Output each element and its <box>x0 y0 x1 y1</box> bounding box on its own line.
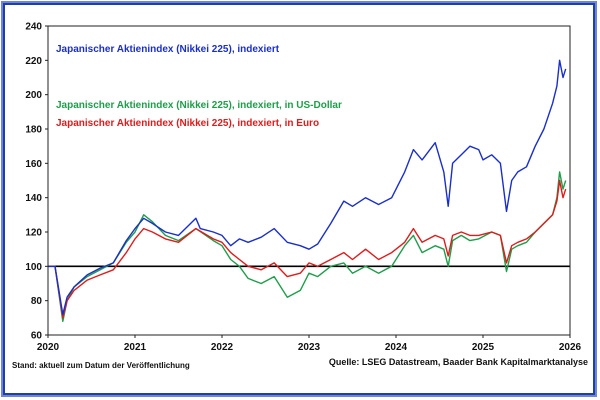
legend-entry-1: Japanischer Aktienindex (Nikkei 225), in… <box>56 100 342 111</box>
y-tick-label: 180 <box>25 125 42 136</box>
x-tick-label: 2024 <box>385 342 408 353</box>
footer-stand: Stand: aktuell zum Datum der Veröffentli… <box>12 361 190 370</box>
series-line-1 <box>48 171 567 322</box>
legend-layer: Japanischer Aktienindex (Nikkei 225), in… <box>56 44 342 129</box>
footer-source: Quelle: LSEG Datastream, Baader Bank Kap… <box>328 357 588 367</box>
x-tick-label: 2022 <box>211 342 234 353</box>
y-tick-label: 220 <box>25 56 42 67</box>
y-tick-label: 100 <box>25 262 42 273</box>
axis-layer: 60 80 100 120 140 160 180 200 220 240 2020 2021 2022… <box>25 22 581 354</box>
x-tick-label: 2020 <box>37 342 60 353</box>
legend-entry-2: Japanischer Aktienindex (Nikkei 225), in… <box>56 118 319 129</box>
x-tick-label: 2026 <box>559 342 582 353</box>
plot-area-border <box>47 25 571 336</box>
y-tick-label: 240 <box>25 22 42 33</box>
y-tick-label: 160 <box>25 159 42 170</box>
y-tick-label: 80 <box>31 296 43 307</box>
y-tick-label: 200 <box>25 90 42 101</box>
y-tick-label: 140 <box>25 193 42 204</box>
y-tick-label: 120 <box>25 228 42 239</box>
x-tick-label: 2021 <box>124 342 147 353</box>
series-line-2 <box>48 179 567 319</box>
chart-frame <box>3 3 595 395</box>
series-layer <box>48 59 567 322</box>
series-line-0 <box>48 59 567 316</box>
legend-entry-0: Japanischer Aktienindex (Nikkei 225), in… <box>56 44 280 55</box>
x-tick-label: 2023 <box>298 342 321 353</box>
x-tick-label: 2025 <box>472 342 495 353</box>
y-tick-label: 60 <box>31 331 43 342</box>
